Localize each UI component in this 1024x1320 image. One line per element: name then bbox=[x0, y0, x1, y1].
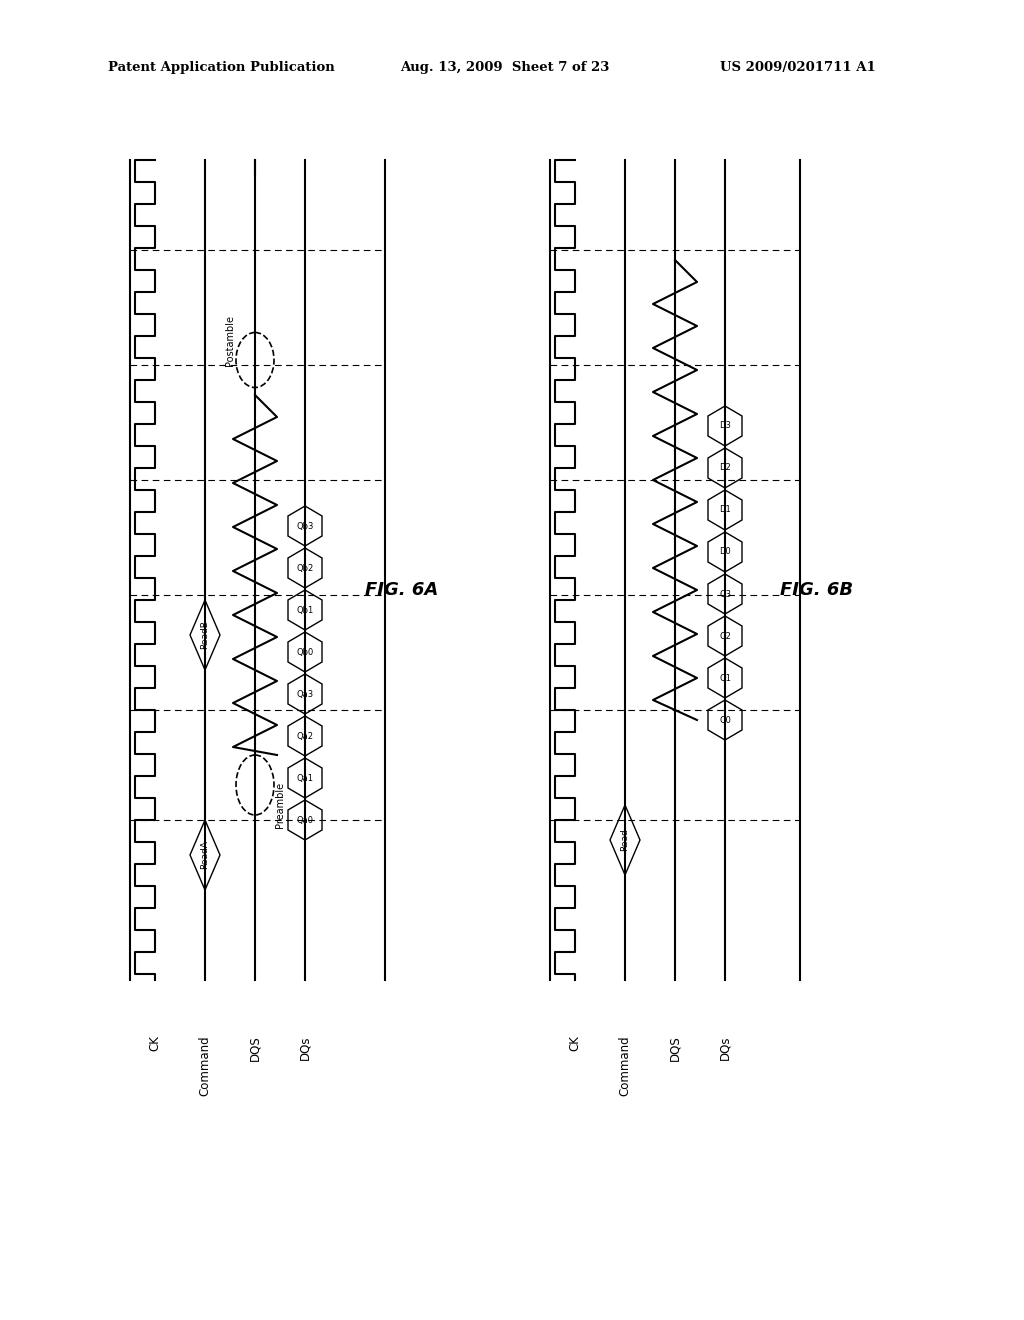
Text: Qa3: Qa3 bbox=[296, 689, 313, 698]
Text: Command: Command bbox=[199, 1035, 212, 1096]
Text: Qa2: Qa2 bbox=[297, 731, 313, 741]
Text: Read: Read bbox=[621, 829, 630, 851]
Text: Preamble: Preamble bbox=[275, 781, 285, 828]
Text: ReadA: ReadA bbox=[201, 841, 210, 870]
Text: Q2: Q2 bbox=[719, 631, 731, 640]
Text: DQS: DQS bbox=[669, 1035, 682, 1061]
Text: D2: D2 bbox=[719, 463, 731, 473]
Text: CK: CK bbox=[568, 1035, 582, 1051]
Text: US 2009/0201711 A1: US 2009/0201711 A1 bbox=[720, 62, 876, 74]
Text: Qa0: Qa0 bbox=[297, 816, 313, 825]
Text: Command: Command bbox=[618, 1035, 632, 1096]
Text: D3: D3 bbox=[719, 421, 731, 430]
Text: FIG. 6B: FIG. 6B bbox=[780, 581, 853, 599]
Text: Qb0: Qb0 bbox=[296, 648, 313, 656]
Text: D1: D1 bbox=[719, 506, 731, 515]
Text: Q3: Q3 bbox=[719, 590, 731, 598]
Text: Qb3: Qb3 bbox=[296, 521, 313, 531]
Text: Qa1: Qa1 bbox=[297, 774, 313, 783]
Text: Qb2: Qb2 bbox=[296, 564, 313, 573]
Text: Postamble: Postamble bbox=[225, 314, 234, 366]
Text: DQS: DQS bbox=[249, 1035, 261, 1061]
Text: FIG. 6A: FIG. 6A bbox=[365, 581, 438, 599]
Text: CK: CK bbox=[148, 1035, 162, 1051]
Text: Aug. 13, 2009  Sheet 7 of 23: Aug. 13, 2009 Sheet 7 of 23 bbox=[400, 62, 609, 74]
Text: DQs: DQs bbox=[299, 1035, 311, 1060]
Text: Patent Application Publication: Patent Application Publication bbox=[108, 62, 335, 74]
Text: D0: D0 bbox=[719, 548, 731, 557]
Text: Q1: Q1 bbox=[719, 673, 731, 682]
Text: DQs: DQs bbox=[719, 1035, 731, 1060]
Text: Q0: Q0 bbox=[719, 715, 731, 725]
Text: ReadB: ReadB bbox=[201, 620, 210, 649]
Text: Qb1: Qb1 bbox=[296, 606, 313, 615]
